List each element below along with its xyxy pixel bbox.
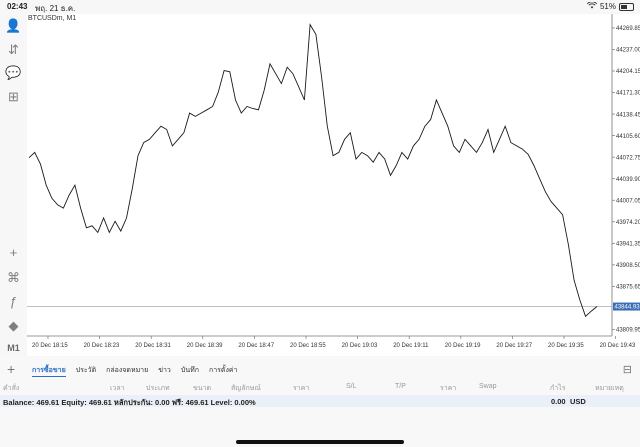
wifi-icon [586, 1, 598, 11]
price-tick-label: 43941.35 [616, 242, 640, 248]
col-price: ราคา [293, 385, 310, 392]
battery-fill [621, 4, 627, 9]
col-symbol: สัญลักษณ์ [231, 385, 261, 392]
col-time: เวลา [110, 385, 125, 392]
current-price-label: 43844.93 [615, 305, 640, 311]
battery-percent: 51% [599, 2, 616, 11]
time-tick-label: 20 Dec 18:39 [187, 343, 223, 349]
price-tick-label: 43875.65 [616, 285, 640, 291]
status-bar: 02:43 พฤ. 21 ธ.ค. 51% [0, 0, 640, 14]
tab-settings[interactable]: การตั้งค่า [208, 367, 238, 374]
col-tp: T/P [395, 383, 406, 390]
timeframe-button[interactable]: M1 [7, 342, 20, 353]
col-comment: หมายเหตุ [595, 385, 624, 392]
candles-icon[interactable]: ⌘ [7, 269, 20, 285]
tab-history[interactable]: ประวัติ [75, 367, 97, 374]
time-tick-label: 20 Dec 18:23 [84, 343, 120, 349]
time-tick-label: 20 Dec 19:27 [496, 343, 532, 349]
tab-trade[interactable]: การซื้อขาย [32, 365, 66, 377]
terminal-panel: + การซื้อขาย ประวัติ กล่องจดหมาย ข่าว บั… [0, 356, 640, 447]
total-profit: 0.00 [551, 397, 566, 406]
chart-canvas[interactable]: 44269.85 44237.00 44204.15 44171.30 44138.45… [27, 14, 640, 356]
price-tick-label: 44171.30 [616, 91, 640, 97]
home-indicator [236, 440, 404, 444]
price-tick-label: 44138.45 [616, 112, 640, 118]
price-tick-label: 44105.60 [616, 134, 640, 140]
time-tick-label: 20 Dec 18:15 [32, 343, 68, 349]
account-currency: USD [570, 397, 586, 406]
col-profit: กำไร [550, 385, 566, 392]
indicator-icon[interactable]: ƒ [9, 294, 18, 309]
price-tick-label: 44237.00 [616, 48, 640, 54]
col-order: คำสั่ง [3, 385, 20, 392]
col-price-current: ราคา [440, 385, 457, 392]
add-order-button[interactable]: + [7, 361, 16, 377]
time-tick-label: 20 Dec 19:43 [600, 343, 636, 349]
battery-icon [619, 2, 634, 11]
user-icon[interactable]: 👤 [5, 17, 22, 33]
panel-menu-icon[interactable]: ⊟ [622, 364, 632, 376]
col-size: ขนาด [193, 385, 212, 392]
price-tick-label: 43908.50 [616, 263, 640, 269]
time-tick-label: 20 Dec 19:19 [445, 343, 481, 349]
chart-symbol: BTCUSDm, M1 [28, 15, 77, 22]
price-line-series [28, 23, 598, 318]
time-tick-label: 20 Dec 19:11 [393, 343, 429, 349]
trade-icon[interactable]: ⇵ [8, 41, 19, 57]
time-tick-label: 20 Dec 19:35 [548, 343, 584, 349]
price-tick-label: 44072.75 [616, 155, 640, 161]
price-tick-label: 44269.85 [616, 26, 640, 32]
add-document-icon[interactable]: ⊞ [8, 88, 19, 104]
chat-icon[interactable]: 💬 [5, 64, 22, 80]
col-swap: Swap [479, 383, 497, 390]
status-date: พฤ. 21 ธ.ค. [35, 4, 76, 13]
crosshair-icon[interactable]: + [9, 245, 18, 260]
price-tick-label: 44204.15 [616, 69, 640, 75]
tab-mailbox[interactable]: กล่องจดหมาย [106, 367, 149, 374]
tab-journal[interactable]: บันทึก [180, 367, 199, 374]
price-tick-label: 43809.95 [616, 328, 640, 334]
status-time: 02:43 [7, 2, 28, 11]
price-chart[interactable]: BTCUSDm, M1 44269.85 44237.00 44204.15 4417… [27, 14, 640, 356]
status-right: 51% [586, 1, 634, 11]
balance-summary: Balance: 469.61 Equity: 469.61 หลักประกั… [3, 398, 256, 407]
current-price-tag [613, 302, 640, 311]
price-tick-label: 44039.90 [616, 177, 640, 183]
price-tick-label: 43974.20 [616, 220, 640, 226]
col-sl: S/L [346, 383, 357, 390]
time-tick-label: 20 Dec 19:03 [342, 343, 378, 349]
objects-icon[interactable]: ◆ [8, 317, 19, 333]
time-tick-label: 20 Dec 18:31 [135, 343, 171, 349]
col-type: ประเภท [146, 385, 170, 392]
time-tick-label: 20 Dec 18:55 [290, 343, 326, 349]
balance-row: Balance: 469.61 Equity: 469.61 หลักประกั… [0, 395, 640, 407]
left-toolbar: 👤 ⇵ 💬 ⊞ + ⌘ ƒ ◆ M1 [0, 14, 27, 356]
time-tick-label: 20 Dec 18:47 [238, 343, 274, 349]
terminal-tabs: การซื้อขาย ประวัติ กล่องจดหมาย ข่าว บันท… [32, 365, 237, 377]
tab-news[interactable]: ข่าว [158, 367, 171, 374]
price-tick-label: 44007.05 [616, 198, 640, 204]
